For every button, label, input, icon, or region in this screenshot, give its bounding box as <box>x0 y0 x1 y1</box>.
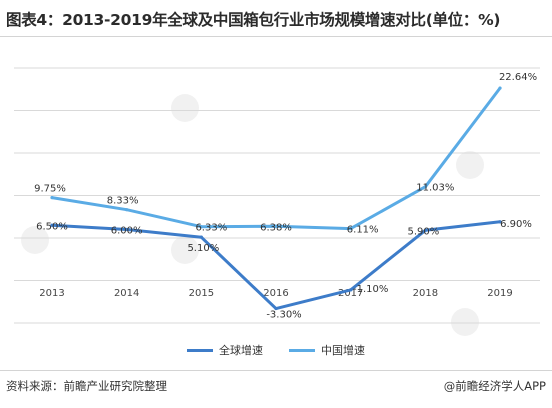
data-point-china <box>498 86 502 90</box>
data-point-china <box>125 208 129 212</box>
data-label-global: 5.90% <box>407 226 439 237</box>
data-labels: 6.50% 6.00% 5.10% -3.30% -1.10% 5.90% 6.90% 9.7… <box>34 72 537 320</box>
x-tick-label: 2015 <box>189 288 214 299</box>
series-line-china <box>50 86 502 231</box>
data-label-global: 6.50% <box>36 221 68 232</box>
legend-swatch-china <box>289 348 315 352</box>
series-lines <box>50 86 502 311</box>
data-point-china <box>199 225 203 229</box>
data-point-global <box>349 288 353 292</box>
x-tick-label: 2013 <box>39 288 64 299</box>
data-point-china <box>349 226 353 231</box>
x-axis: 2013 2014 2015 2016 2017 2018 2019 <box>39 288 512 299</box>
data-point-global <box>50 223 54 227</box>
chart-title: 图表4：2013-2019年全球及中国箱包行业市场规模增速对比(单位：%) <box>6 11 501 29</box>
data-label-china: 9.75% <box>34 184 66 195</box>
x-tick-label: 2017 <box>338 288 363 299</box>
x-tick-label: 2016 <box>263 288 288 299</box>
data-point-global <box>274 306 278 311</box>
data-point-global <box>199 235 203 239</box>
legend-label-global: 全球增速 <box>219 344 263 357</box>
grid <box>14 67 540 324</box>
x-tick-label: 2014 <box>114 288 139 299</box>
data-label-global: 6.90% <box>500 219 532 230</box>
legend-item-china: 中国增速 <box>289 342 365 358</box>
legend-item-global: 全球增速 <box>187 342 263 358</box>
legend: 全球增速 中国增速 <box>0 342 552 358</box>
data-label-global: -1.10% <box>353 284 388 295</box>
data-point-china <box>423 185 427 189</box>
data-label-global: -3.30% <box>266 310 301 321</box>
data-label-china: 6.33% <box>195 223 227 234</box>
brand-credit: @前瞻经济学人APP <box>443 379 546 393</box>
data-label-global: 5.10% <box>187 243 219 254</box>
legend-swatch-global <box>187 348 213 352</box>
data-label-china: 11.03% <box>416 183 454 194</box>
data-point-china <box>274 224 278 228</box>
x-tick-label: 2018 <box>413 288 438 299</box>
legend-label-china: 中国增速 <box>321 344 365 357</box>
data-label-china: 8.33% <box>107 196 139 207</box>
data-label-global: 6.00% <box>111 226 143 237</box>
x-tick-label: 2019 <box>487 288 512 299</box>
data-point-global <box>423 228 427 232</box>
data-point-global <box>125 227 129 232</box>
data-label-china: 22.64% <box>499 72 537 83</box>
data-label-china: 6.11% <box>347 225 379 236</box>
data-point-global <box>498 220 502 224</box>
data-label-china: 6.38% <box>260 222 292 233</box>
footer-divider <box>0 370 552 371</box>
title-divider <box>0 36 552 37</box>
source-note: 资料来源：前瞻产业研究院整理 <box>6 379 167 393</box>
data-point-china <box>50 196 54 200</box>
